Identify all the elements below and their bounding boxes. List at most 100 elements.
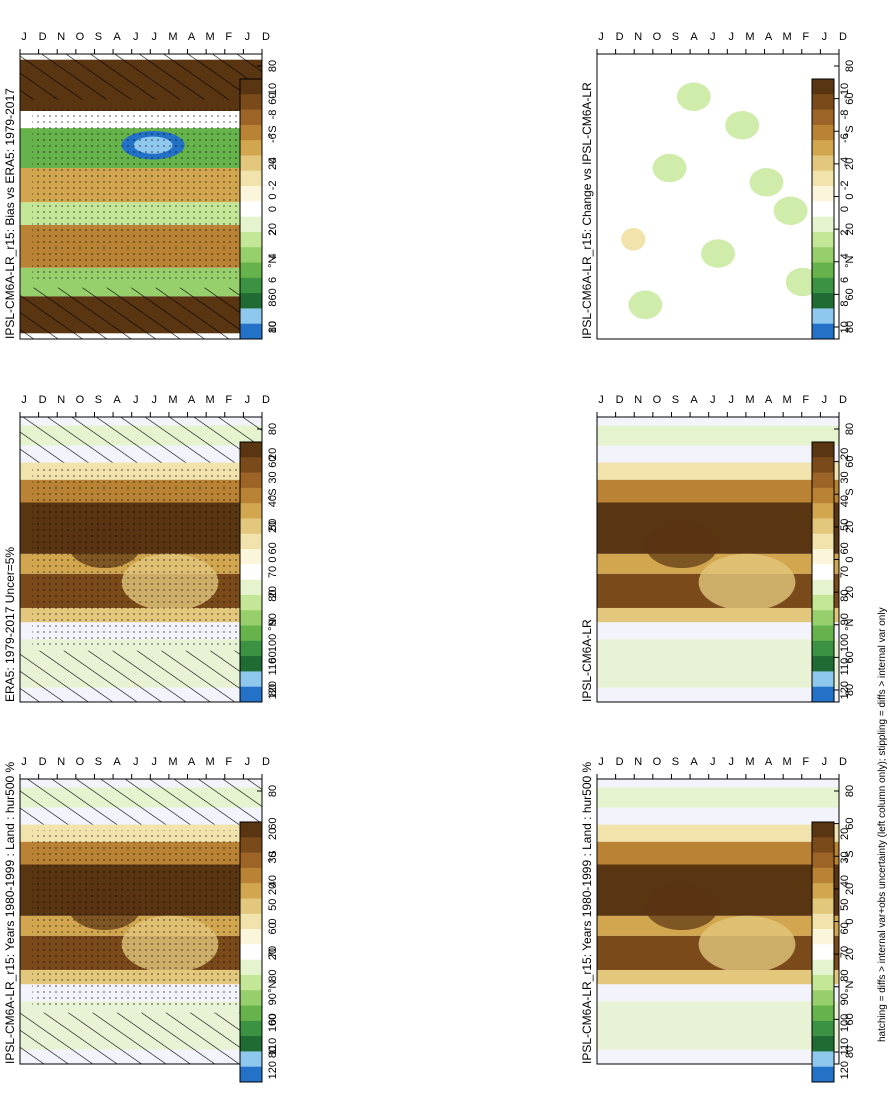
month-tick-label: O xyxy=(653,31,662,43)
colorbar-label: 80 xyxy=(267,970,279,982)
humidity-band xyxy=(597,502,839,554)
colorbar-swatch xyxy=(812,262,834,278)
month-tick-label: J xyxy=(133,394,139,406)
figure-footnote: hatching = diffs > internal var+obs unce… xyxy=(877,607,888,1042)
month-tick-label: A xyxy=(113,394,121,406)
colorbar-label: 80 xyxy=(839,590,851,602)
panel-5: IPSL-CM6A-LR_r15: Bias vs ERA5: 1979-201… xyxy=(3,31,279,340)
colorbar-label: 20 xyxy=(267,448,279,460)
colorbar-label: -6 xyxy=(839,133,851,143)
colorbar-swatch xyxy=(240,1005,262,1021)
colorbar-label: 60 xyxy=(267,922,279,934)
colorbar-label: 80 xyxy=(839,970,851,982)
colorbar-swatch xyxy=(812,502,834,519)
colorbar-swatch xyxy=(812,821,834,838)
colorbar-swatch xyxy=(812,246,834,263)
lat-tick-label: 0 xyxy=(267,918,279,924)
month-tick-label: D xyxy=(839,394,847,406)
colorbar-swatch xyxy=(812,670,834,687)
colorbar-swatch xyxy=(240,959,262,975)
change-contour xyxy=(701,239,735,268)
colorbar-swatch xyxy=(812,456,834,473)
lat-tick-label: 60 xyxy=(267,456,279,468)
colorbar-swatch xyxy=(240,670,262,687)
panel-title: IPSL-CM6A-LR_r15: Bias vs ERA5: 1979-201… xyxy=(3,88,17,339)
month-tick-label: J xyxy=(21,31,27,43)
colorbar-label: 110 xyxy=(839,658,851,676)
month-tick-label: O xyxy=(653,756,662,768)
lat-tick-label: 60 xyxy=(267,288,279,300)
month-tick-label: M xyxy=(745,394,754,406)
month-tick-label: M xyxy=(783,756,792,768)
colorbar-swatch xyxy=(812,1066,834,1082)
panel-4: IPSL-CM6A-LR 8060°N20020°S6080DJFMAMJJASO… xyxy=(580,394,856,703)
lat-tick-label: 20 xyxy=(844,883,856,895)
month-tick-label: D xyxy=(39,394,47,406)
colorbar-swatch xyxy=(812,185,834,202)
colorbar-swatch xyxy=(812,686,834,702)
colorbar-label: 110 xyxy=(267,1038,279,1056)
colorbar-label: 30 xyxy=(839,851,851,863)
month-tick-label: J xyxy=(152,31,158,43)
month-tick-label: J xyxy=(152,756,158,768)
seasonal-contour xyxy=(645,884,719,931)
lat-tick-label: °S xyxy=(267,850,279,862)
colorbar-swatch xyxy=(812,1050,834,1067)
month-tick-label: D xyxy=(39,31,47,43)
colorbar-swatch xyxy=(812,93,834,110)
colorbar-label: 50 xyxy=(839,519,851,531)
colorbar-label: 40 xyxy=(267,875,279,887)
month-tick-label: S xyxy=(95,31,102,43)
month-tick-label: S xyxy=(95,394,102,406)
colorbar-swatch xyxy=(240,93,262,110)
colorbar-swatch xyxy=(240,548,262,565)
month-tick-label: J xyxy=(133,31,139,43)
month-tick-label: A xyxy=(765,394,773,406)
month-tick-label: J xyxy=(598,31,604,43)
colorbar-swatch xyxy=(812,974,834,991)
colorbar-swatch xyxy=(812,563,834,580)
colorbar-swatch xyxy=(812,548,834,565)
month-tick-label: N xyxy=(634,31,642,43)
seasonal-contour xyxy=(698,553,796,611)
colorbar-label: 120 xyxy=(267,681,279,699)
stippling-overlay xyxy=(32,830,250,1007)
lat-tick-label: 60 xyxy=(844,651,856,663)
colorbar-label: -2 xyxy=(267,180,279,190)
month-tick-label: J xyxy=(729,756,735,768)
colorbar-swatch xyxy=(240,625,262,641)
panel-1: IPSL-CM6A-LR_r15: Years 1980-1999 : Land… xyxy=(3,756,279,1083)
month-tick-label: J xyxy=(152,394,158,406)
colorbar-swatch xyxy=(812,277,834,294)
colorbar-label: 40 xyxy=(267,495,279,507)
colorbar-frame xyxy=(239,78,263,340)
colorbar-swatch xyxy=(812,78,834,95)
hatching-overlay xyxy=(20,53,262,100)
colorbar-swatch xyxy=(240,154,262,171)
lat-tick-label: °S xyxy=(844,488,856,500)
lat-tick-label: 20 xyxy=(844,223,856,235)
colorbar-label: 0 xyxy=(839,206,851,212)
lat-tick-label: 0 xyxy=(267,556,279,562)
lat-tick-label: 20 xyxy=(267,586,279,598)
month-tick-label: J xyxy=(822,394,828,406)
colorbar-swatch xyxy=(240,517,262,534)
colorbar-swatch xyxy=(812,836,834,853)
colorbar-label: 50 xyxy=(267,899,279,911)
colorbar-label: 2 xyxy=(839,230,851,236)
colorbar-swatch xyxy=(240,579,262,595)
panel-title: IPSL-CM6A-LR_r15: Change vs IPSL-CM6A-LR xyxy=(580,82,594,339)
colorbar-label: 100 xyxy=(839,1014,851,1032)
lat-tick-label: 60 xyxy=(844,1013,856,1025)
colorbar-swatch xyxy=(812,517,834,534)
lat-tick-label: 20 xyxy=(267,948,279,960)
month-tick-label: A xyxy=(113,31,121,43)
colorbar-swatch xyxy=(240,882,262,899)
colorbar-label: 6 xyxy=(839,277,851,283)
month-tick-label: J xyxy=(729,394,735,406)
month-tick-label: O xyxy=(76,31,85,43)
colorbar-label: -6 xyxy=(267,133,279,143)
colorbar-swatch xyxy=(812,640,834,657)
colorbar-swatch xyxy=(812,594,834,611)
colorbar-swatch xyxy=(812,109,834,125)
